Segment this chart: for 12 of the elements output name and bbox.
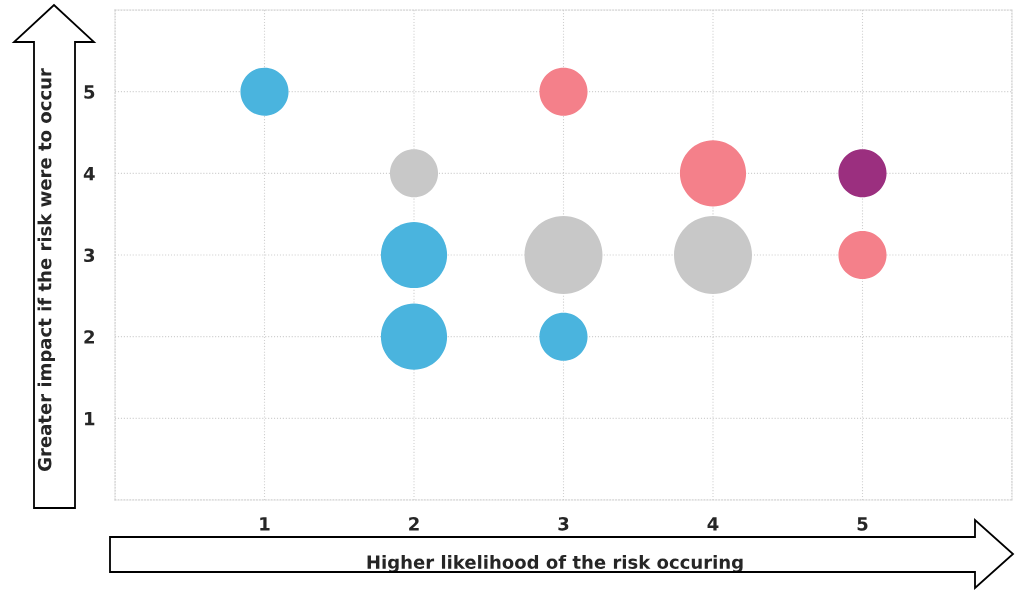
x-axis-title: Higher likelihood of the risk occuring bbox=[367, 555, 743, 573]
x-tick-label: 3 bbox=[558, 516, 569, 531]
y-tick-label: 5 bbox=[84, 85, 95, 99]
y-tick-label: 4 bbox=[83, 167, 95, 181]
y-tick-label: 3 bbox=[84, 248, 95, 263]
x-tick-label: 4 bbox=[707, 517, 719, 531]
y-tick-label: 2 bbox=[84, 330, 94, 344]
y-tick-label: 1 bbox=[85, 412, 95, 426]
x-tick-label: 2 bbox=[409, 516, 419, 531]
x-tick-label: 1 bbox=[260, 517, 270, 531]
x-tick-label: 5 bbox=[857, 517, 868, 531]
y-axis-title: Greater impact if the risk were to occur bbox=[37, 68, 55, 471]
